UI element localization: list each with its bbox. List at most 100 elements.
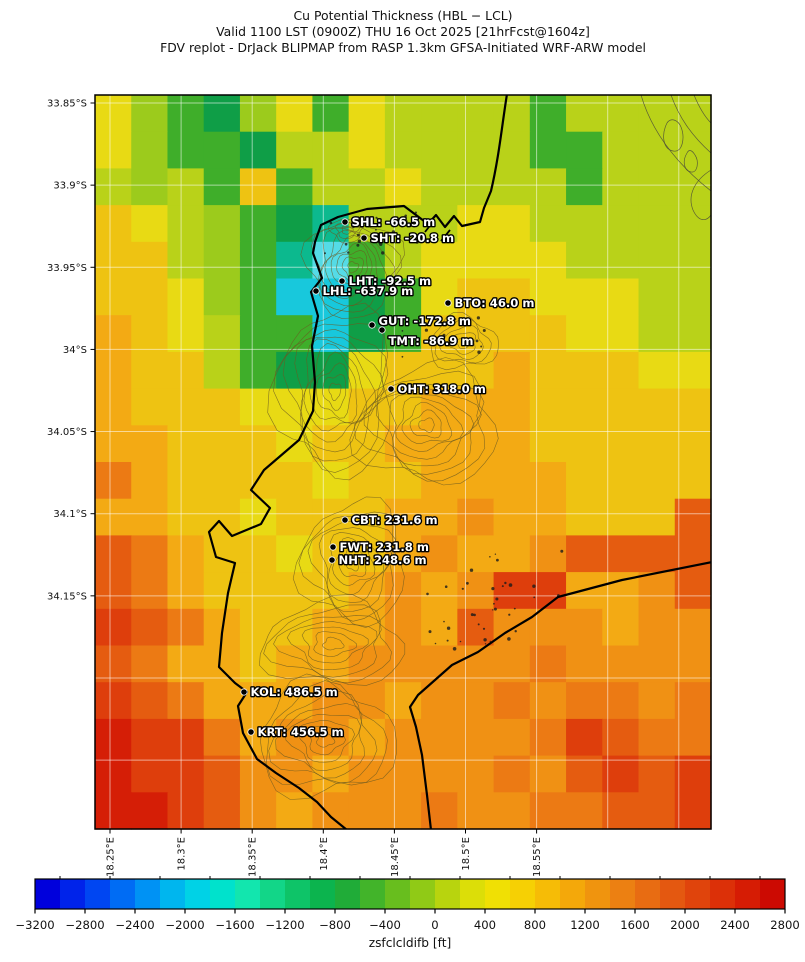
heat-cell (674, 792, 712, 830)
heat-cell (239, 645, 277, 683)
heat-cell (529, 205, 567, 243)
heat-cell (493, 351, 531, 390)
colorbar-tick-label: 400 (474, 918, 496, 932)
x-tick-label: 18.45°E (390, 837, 401, 877)
urban-speck (443, 620, 445, 623)
heat-cell (493, 755, 531, 793)
heat-cell (203, 388, 241, 426)
heat-cell (493, 95, 531, 133)
heat-cell (203, 205, 241, 243)
colorbar-tick-label: −2400 (115, 918, 154, 932)
urban-speck (417, 337, 420, 340)
contour-line (319, 229, 387, 300)
heat-cell (312, 351, 350, 390)
station-LHT: LHT: -92.5 m (338, 273, 432, 289)
heat-cell (131, 388, 169, 426)
x-tick-label: 18.55°E (532, 837, 543, 877)
colorbar-tick-label: −1600 (215, 918, 254, 932)
heat-cell (239, 682, 277, 720)
colorbar-tick-label: 800 (524, 918, 546, 932)
heat-cell (131, 718, 169, 757)
heat-cell (566, 792, 603, 830)
heat-cell (203, 792, 241, 830)
heat-cell (638, 241, 676, 280)
contour-line (318, 527, 392, 603)
urban-speck (461, 587, 464, 590)
heat-cell (602, 388, 640, 426)
heat-cell (493, 718, 531, 757)
contour-line (376, 388, 482, 467)
contour-line (363, 383, 485, 475)
urban-speck (444, 585, 448, 588)
contour-line (341, 256, 364, 280)
heat-cell (167, 682, 205, 720)
heat-cell (602, 351, 640, 390)
heat-cell (638, 95, 676, 133)
heat-cell (276, 755, 314, 793)
urban-speck (470, 613, 474, 617)
urban-speck (496, 558, 499, 562)
heat-cell (529, 755, 567, 793)
heat-cell (203, 351, 241, 390)
heat-cell (421, 608, 458, 647)
urban-speck (381, 251, 385, 255)
contour-line (389, 393, 475, 460)
urban-speck (477, 623, 480, 626)
heat-cell (457, 278, 495, 316)
heat-cell (203, 278, 241, 316)
heat-cell (493, 645, 531, 683)
heat-cell (203, 95, 241, 133)
map-plot: SHL: -66.5 m SHT: -20.8 m LHT: -92.5 mLHL:… (94, 94, 712, 830)
heat-cell (131, 95, 169, 133)
contour-line (409, 409, 442, 439)
heat-cell (421, 498, 458, 536)
heat-cell (493, 498, 531, 536)
heat-cell (203, 241, 241, 280)
heat-cell (167, 278, 205, 316)
urban-speck (415, 241, 419, 244)
heat-cell (602, 792, 640, 830)
contour-line (345, 553, 360, 572)
station-SHL: SHL: -66.5 m (341, 214, 437, 230)
heat-cell (312, 131, 350, 169)
urban-speck (347, 251, 350, 254)
colorbar-segment (110, 879, 136, 909)
station-label: GUT: -172.8 m (379, 314, 471, 328)
contour-line (683, 150, 698, 173)
urban-speck (493, 607, 497, 611)
heat-cell (493, 792, 531, 830)
urban-speck (424, 328, 428, 332)
heat-cell (638, 498, 676, 536)
heat-cell (421, 535, 458, 573)
colorbar-tick-label: −2800 (65, 918, 104, 932)
contour-line (690, 169, 711, 220)
heat-cell (167, 95, 205, 133)
contour-line (308, 726, 346, 756)
contour-line (338, 544, 367, 578)
heat-cell (167, 425, 205, 463)
heat-cell (674, 131, 712, 169)
colorbar-segment (35, 879, 61, 909)
colorbar-segment (310, 879, 336, 909)
heat-cell (239, 241, 277, 280)
colorbar-segment (510, 879, 536, 909)
colorbar-tick-label: 2000 (670, 918, 700, 932)
heat-cell (638, 351, 676, 390)
heat-cell (457, 498, 495, 536)
heat-cell (312, 95, 350, 133)
heat-cell (638, 425, 676, 463)
station-dot (368, 321, 376, 329)
heat-cell (348, 462, 386, 500)
heat-cell (638, 205, 676, 243)
heat-cell (566, 205, 603, 243)
heat-cell (131, 241, 169, 280)
heat-cell (167, 241, 205, 280)
x-tick-label: 18.35°E (248, 837, 259, 877)
heat-cell (348, 95, 386, 133)
heat-cell (602, 535, 640, 573)
urban-speck (532, 584, 536, 588)
urban-speck (405, 220, 408, 223)
heat-cell (276, 608, 314, 647)
heat-cell (602, 241, 640, 280)
